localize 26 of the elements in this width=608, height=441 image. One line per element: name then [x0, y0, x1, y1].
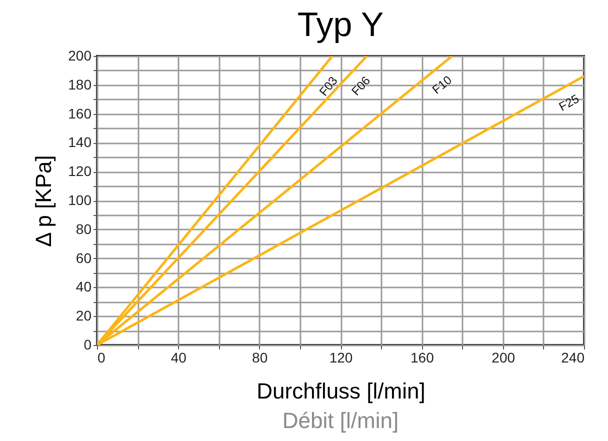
text: F25 [556, 92, 582, 114]
y-tick-label: 60 [76, 250, 92, 266]
x-tick-label: 240 [561, 350, 585, 366]
y-tick-label: 100 [68, 192, 92, 208]
y-tick-label: 0 [84, 336, 92, 352]
text: F03 [316, 74, 341, 99]
x-axis-title: Durchfluss [l/min] [256, 378, 426, 404]
y-tick-label: 200 [68, 48, 92, 64]
x-tick-label: 200 [492, 350, 516, 366]
x-tick-label: 160 [410, 350, 434, 366]
x-tick-label: 40 [170, 350, 187, 366]
y-tick-label: 180 [68, 76, 92, 92]
text: F10 [430, 72, 455, 97]
text: F06 [348, 73, 374, 98]
x-tick-label: 80 [252, 350, 268, 366]
text: Débit [l/min] [282, 408, 399, 433]
y-tick-label: 40 [76, 278, 92, 295]
y-tick-label: 160 [68, 105, 92, 122]
x-tick-label: 120 [329, 350, 353, 366]
y-axis-title: Δ p [KPa] [31, 155, 56, 247]
y-tick-label: 140 [68, 134, 92, 150]
x-tick-label: 0 [98, 350, 106, 366]
y-tick-label: 80 [76, 220, 92, 237]
y-tick-label: 20 [76, 308, 92, 324]
chart-title: Typ Y [297, 6, 384, 44]
y-tick-label: 120 [68, 163, 92, 180]
